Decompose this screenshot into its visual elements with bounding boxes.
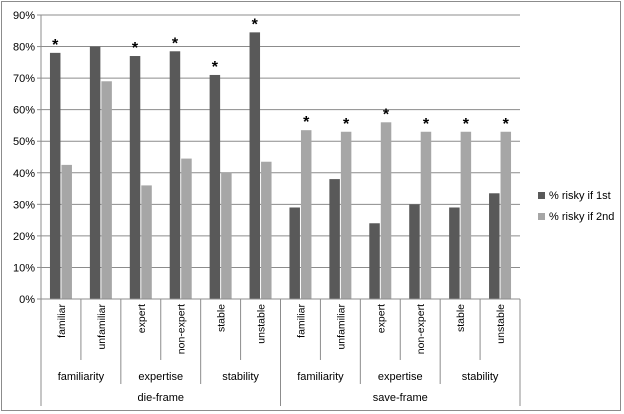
bar-first-6	[289, 207, 300, 299]
category-label-expert: expert	[375, 304, 387, 333]
legend-label-0: % risky if 1st	[549, 190, 611, 202]
bar-first-4	[209, 74, 221, 299]
significance-star: *	[423, 116, 430, 133]
y-tick-label: 70%	[13, 73, 35, 85]
bar-second-11	[500, 131, 512, 299]
frame-label-save-frame: save-frame	[373, 392, 428, 404]
significance-star: *	[383, 106, 390, 123]
y-tick-label: 20%	[13, 231, 35, 243]
bar-first-0	[49, 52, 61, 299]
category-label-unstable: unstable	[495, 304, 507, 344]
bar-second-0	[61, 164, 72, 299]
category-label-familiar: familiar	[56, 304, 68, 338]
bar-second-6	[300, 130, 312, 299]
y-tick-label: 80%	[13, 42, 35, 54]
bar-first-11	[489, 193, 500, 299]
significance-star: *	[303, 114, 310, 131]
y-tick-label: 50%	[13, 136, 35, 148]
y-tick-label: 0%	[19, 294, 35, 306]
bar-first-3	[169, 51, 181, 300]
group-label-stability: stability	[462, 371, 499, 383]
bar-first-2	[129, 56, 141, 300]
bar-first-8	[369, 223, 380, 299]
significance-star: *	[132, 40, 139, 57]
bar-first-9	[409, 204, 420, 299]
category-label-stable: stable	[455, 304, 467, 332]
significance-star: *	[343, 116, 350, 133]
bar-first-5	[249, 32, 261, 299]
significance-star: *	[172, 35, 179, 52]
significance-star: *	[503, 116, 510, 133]
group-label-expertise: expertise	[378, 371, 423, 383]
bar-second-3	[181, 158, 192, 299]
category-label-stable: stable	[216, 304, 228, 332]
group-label-familiarity: familiarity	[58, 371, 105, 383]
category-label-non-expert: non-expert	[176, 304, 188, 354]
significance-star: *	[463, 116, 470, 133]
y-tick-label: 90%	[13, 10, 35, 22]
category-label-unstable: unstable	[256, 304, 268, 344]
y-tick-label: 30%	[13, 199, 35, 211]
legend-swatch-0	[538, 192, 545, 199]
group-label-stability: stability	[222, 371, 259, 383]
y-tick-label: 60%	[13, 105, 35, 117]
bar-second-10	[460, 131, 472, 299]
category-label-expert: expert	[136, 304, 148, 333]
bar-first-10	[449, 207, 460, 299]
bar-first-1	[89, 46, 101, 299]
bar-second-1	[101, 81, 112, 300]
bar-second-4	[221, 172, 232, 299]
group-label-familiarity: familiarity	[297, 371, 344, 383]
category-label-unfamiliar: unfamiliar	[335, 304, 347, 350]
legend-label-1: % risky if 2nd	[549, 211, 614, 223]
significance-star: *	[212, 59, 219, 76]
category-label-familiar: familiar	[295, 304, 307, 338]
y-tick-label: 10%	[13, 262, 35, 274]
significance-star: *	[252, 16, 259, 33]
significance-star: *	[52, 37, 59, 54]
category-label-unfamiliar: unfamiliar	[96, 304, 108, 350]
category-label-non-expert: non-expert	[415, 304, 427, 354]
bar-second-2	[141, 185, 152, 299]
bar-second-7	[340, 131, 352, 299]
frame-label-die-frame: die-frame	[138, 392, 184, 404]
bar-second-9	[420, 131, 432, 299]
group-label-expertise: expertise	[138, 371, 183, 383]
bar-second-5	[261, 161, 272, 299]
bar-second-8	[380, 122, 392, 300]
bar-first-7	[329, 179, 340, 299]
legend-swatch-1	[538, 213, 545, 220]
y-tick-label: 40%	[13, 168, 35, 180]
